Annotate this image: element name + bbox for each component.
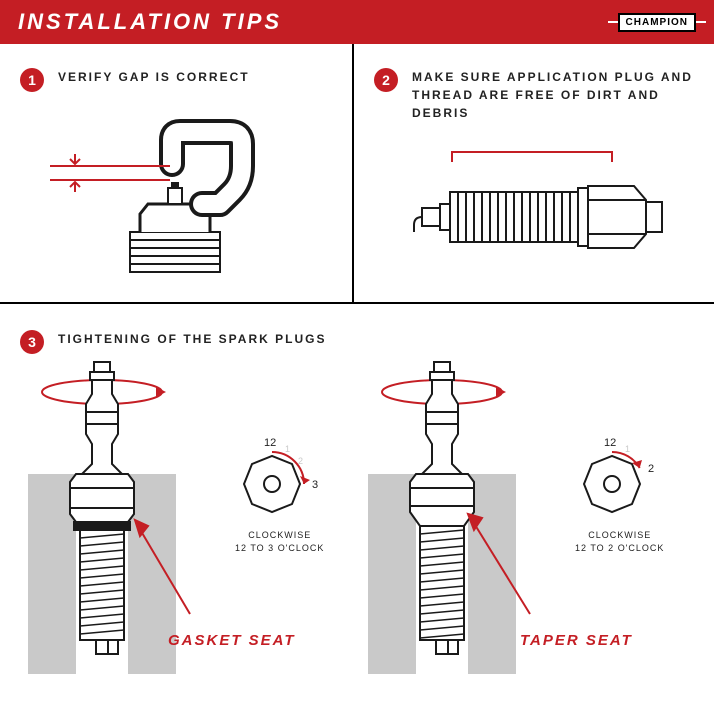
engine-block-left [28,474,76,674]
step-2-head: 2 MAKE SURE APPLICATION PLUG AND THREAD … [374,68,694,122]
spark-plug-gasket [70,362,134,654]
taper-seat-panel: 12 1 2 CLOCKWISE 12 TO 2 O'CLOCK TAPER S… [360,354,700,694]
step-3-text: TIGHTENING OF THE SPARK PLUGS [58,330,326,348]
top-panels: 1 VERIFY GAP IS CORRECT [0,44,714,304]
step-1-panel: 1 VERIFY GAP IS CORRECT [0,44,354,302]
gasket-clock-text: CLOCKWISE 12 TO 3 O'CLOCK [235,529,324,554]
dial-12-label: 12 [604,437,616,449]
engine-block-right [468,474,516,674]
header-bar: INSTALLATION TIPS CHAMPION [0,0,714,44]
dial-3-label: 3 [312,479,318,491]
brand-logo: CHAMPION [618,13,696,32]
step-3-panel: 3 TIGHTENING OF THE SPARK PLUGS [0,304,714,704]
step-2-text: MAKE SURE APPLICATION PLUG AND THREAD AR… [412,68,694,122]
step-1-text: VERIFY GAP IS CORRECT [58,68,250,86]
gasket-seat-label: GASKET SEAT [168,632,296,649]
step-1-number: 1 [20,68,44,92]
dial-12-label: 12 [264,437,276,449]
gasket-seat-diagram: 12 1 2 3 [20,354,360,674]
gasket-clock-line1: CLOCKWISE [248,530,311,540]
dial-1-faded: 1 [625,444,630,454]
taper-clock-line1: CLOCKWISE [588,530,651,540]
seat-comparison: 12 1 2 3 CLOCKWISE 12 TO 3 O'CLOCK GASKE… [20,354,694,694]
step-2-number: 2 [374,68,398,92]
step-2-panel: 2 MAKE SURE APPLICATION PLUG AND THREAD … [354,44,714,302]
dial-1-faded: 1 [285,444,290,454]
page-title: INSTALLATION TIPS [18,9,282,35]
spark-plug-taper [410,362,474,654]
taper-seat-label: TAPER SEAT [520,632,633,649]
engine-block-left [368,474,416,674]
gap-diagram [20,92,320,282]
thread-diagram [374,122,694,292]
taper-clock-line2: 12 TO 2 O'CLOCK [575,543,664,553]
taper-clock-text: CLOCKWISE 12 TO 2 O'CLOCK [575,529,664,554]
dial-2-label: 2 [648,463,654,475]
gasket-clock-line2: 12 TO 3 O'CLOCK [235,543,324,553]
dial-2-faded: 2 [298,456,303,466]
step-3-head: 3 TIGHTENING OF THE SPARK PLUGS [20,330,694,354]
torque-dial-taper [584,452,642,512]
step-1-head: 1 VERIFY GAP IS CORRECT [20,68,332,92]
step-3-number: 3 [20,330,44,354]
gasket-seat-panel: 12 1 2 3 CLOCKWISE 12 TO 3 O'CLOCK GASKE… [20,354,360,694]
taper-seat-diagram: 12 1 2 [360,354,700,674]
